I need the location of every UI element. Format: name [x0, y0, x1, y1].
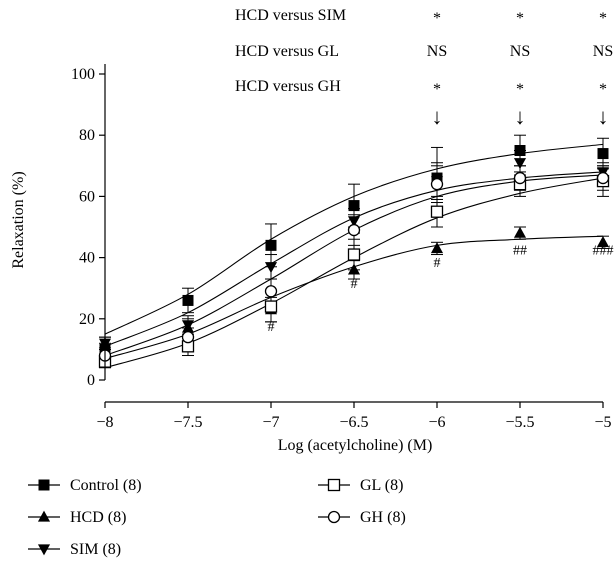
data-point-gl [347, 248, 361, 261]
data-point-gh [181, 331, 195, 344]
data-point-hcd [596, 235, 610, 247]
legend-label: HCD (8) [70, 509, 126, 526]
data-point-gl [430, 205, 444, 218]
legend: Control (8) HCD (8) SIM (8) GL (8) GH (8) [28, 477, 406, 558]
x-tick-label: −5.5 [505, 414, 534, 431]
comparison-mark: * [599, 10, 607, 27]
data-point-gh [430, 178, 444, 191]
data-point-gh [596, 171, 610, 185]
data-point-control [265, 239, 277, 251]
comparison-label: HCD versus GL [235, 43, 339, 60]
data-point-hcd [513, 226, 527, 238]
comparison-mark: NS [427, 43, 447, 60]
comparison-mark: * [433, 10, 441, 27]
comparison-mark: NS [593, 43, 613, 60]
down-arrow-icon: ↓ [515, 104, 526, 129]
x-tick-label: −8 [96, 414, 113, 431]
data-point-hcd [430, 242, 444, 254]
comparison-label: HCD versus GH [235, 78, 341, 95]
data-markers [98, 145, 610, 368]
significance-mark: # [434, 256, 441, 271]
x-tick-label: −5 [594, 414, 611, 431]
comparison-table: HCD versus SIM * * * HCD versus GL NS NS NS HCD … [235, 7, 613, 129]
x-tick-label: −7.5 [173, 414, 202, 431]
legend-label: SIM (8) [70, 541, 121, 558]
legend-label: Control (8) [70, 477, 142, 494]
y-tick-label: 100 [71, 66, 95, 83]
data-point-control [597, 148, 609, 160]
comparison-mark: * [516, 81, 524, 98]
legend-marker [38, 479, 50, 491]
x-tick-label: −6 [428, 414, 445, 431]
significance-mark: ### [593, 244, 614, 259]
comparison-mark: NS [510, 43, 530, 60]
legend-marker [37, 510, 51, 522]
y-tick-label: 40 [79, 250, 95, 267]
legend-marker [37, 544, 51, 556]
data-point-sim [181, 320, 195, 332]
data-point-control [514, 145, 526, 156]
data-point-gl [264, 300, 278, 313]
y-tick-label: 20 [79, 311, 95, 328]
significance-mark: ## [513, 244, 527, 259]
legend-marker [327, 478, 341, 492]
y-axis-label: Relaxation (%) [10, 171, 27, 268]
axes: 0 20 40 60 80 100 −8 −7.5 −7 −6.5 −6 −5.5 −5 [71, 64, 612, 431]
significance-mark: # [268, 320, 275, 335]
significance-mark: # [351, 277, 358, 292]
data-point-sim [264, 262, 278, 274]
down-arrow-icon: ↓ [432, 104, 443, 129]
x-tick-label: −7 [262, 414, 279, 431]
data-point-sim [513, 158, 527, 170]
data-point-gh [347, 223, 361, 237]
comparison-mark: * [516, 10, 524, 27]
data-point-sim [347, 216, 361, 228]
x-tick-label: −6.5 [339, 414, 368, 431]
legend-label: GH (8) [360, 509, 406, 526]
data-point-hcd [347, 263, 361, 275]
data-point-gh [264, 285, 278, 298]
comparison-mark: * [433, 81, 441, 98]
x-axis-label: Log (acetylcholine) (M) [278, 437, 433, 454]
significance-marks: ##### ### [268, 244, 614, 336]
data-point-control [182, 294, 194, 306]
comparison-label: HCD versus SIM [235, 7, 346, 24]
y-tick-label: 60 [79, 188, 95, 205]
data-point-control [348, 200, 360, 212]
y-tick-label: 80 [79, 127, 95, 144]
down-arrow-icon: ↓ [598, 104, 609, 129]
legend-marker [327, 510, 341, 524]
y-tick-label: 0 [87, 372, 95, 389]
legend-label: GL (8) [360, 477, 403, 494]
comparison-mark: * [599, 81, 607, 98]
data-point-gh [513, 171, 527, 185]
